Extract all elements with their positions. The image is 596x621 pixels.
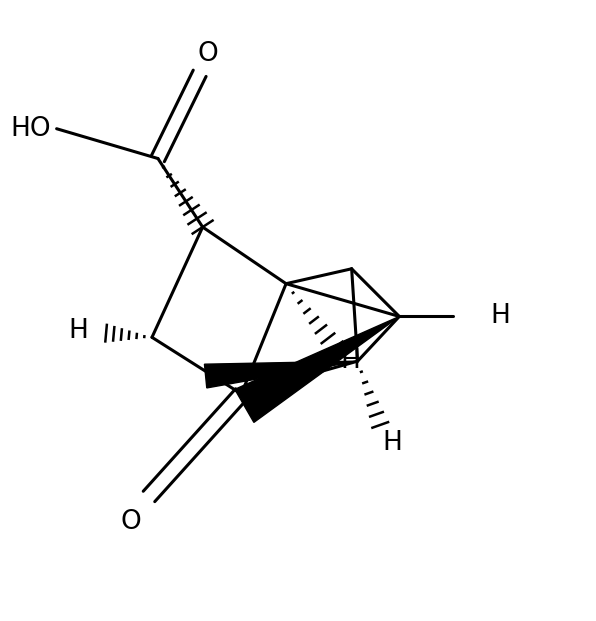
Polygon shape [235, 317, 399, 422]
Polygon shape [204, 361, 358, 388]
Text: O: O [197, 41, 218, 67]
Text: H: H [340, 348, 361, 374]
Text: O: O [121, 509, 141, 535]
Text: HO: HO [11, 116, 51, 142]
Text: H: H [491, 304, 511, 330]
Text: H: H [382, 430, 402, 456]
Text: H: H [69, 319, 89, 345]
